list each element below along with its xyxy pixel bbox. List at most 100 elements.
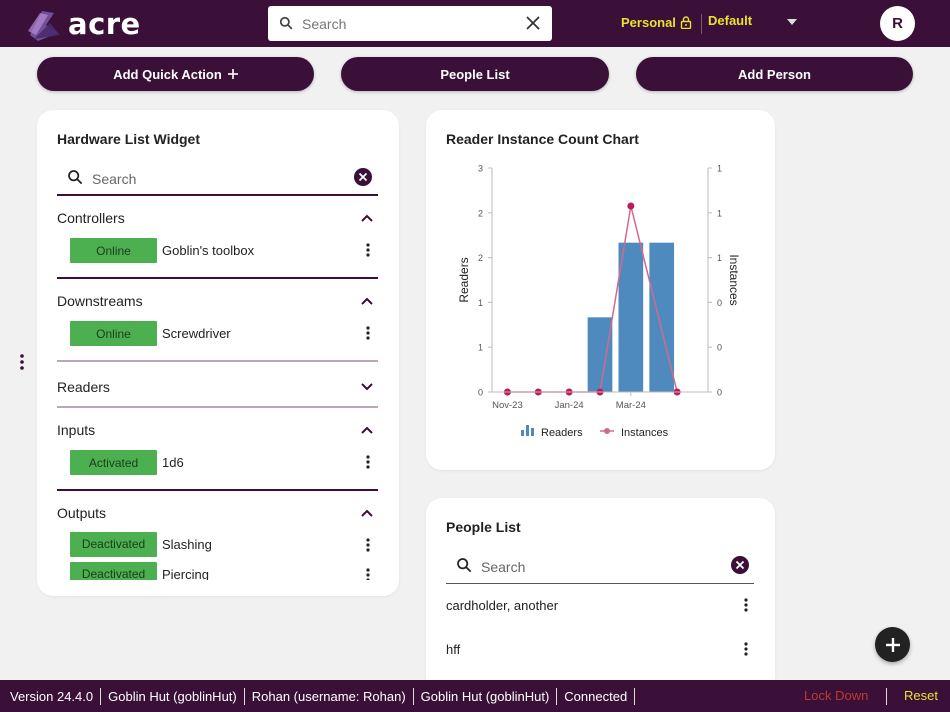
person-name: cardholder, another — [446, 598, 559, 613]
user-text: Rohan (username: Rohan) — [251, 688, 406, 704]
clear-search-icon[interactable] — [354, 168, 372, 186]
item-name: Piercing — [162, 566, 209, 581]
reader-instance-chart-card: Reader Instance Count Chart 0 1 1 2 2 3 0 0 0 1 1… — [426, 110, 775, 470]
bar-series — [587, 242, 675, 392]
app-logo[interactable]: acre — [24, 5, 140, 43]
site-selector[interactable]: Default — [708, 13, 753, 28]
add-quick-action-label: Add Quick Action — [113, 66, 222, 82]
bar — [587, 317, 613, 392]
more-options-icon[interactable] — [366, 568, 370, 580]
y-tick-label: 1 — [478, 298, 483, 308]
section-title: Downstreams — [57, 293, 143, 309]
close-icon[interactable] — [525, 15, 541, 31]
y-tick-label: 1 — [478, 343, 483, 353]
chevron-up-icon[interactable] — [361, 214, 373, 222]
more-options-icon[interactable] — [744, 598, 748, 612]
connection-status: Connected — [564, 688, 628, 704]
list-item[interactable]: Activated 1d6 — [57, 446, 378, 479]
list-item[interactable]: hff — [446, 634, 756, 664]
people-list-button[interactable]: People List — [341, 57, 609, 91]
more-options-icon[interactable] — [366, 326, 370, 340]
section-header-controllers[interactable]: Controllers — [57, 202, 378, 234]
chart-title: Reader Instance Count Chart — [446, 131, 639, 147]
status-bar: Version 24.4.0 Goblin Hut (goblinHut) Ro… — [0, 680, 950, 712]
footer-divider — [634, 687, 636, 705]
reader-instance-chart: 0 1 1 2 2 3 0 0 0 1 1 1 Nov-23 Jan-24 Mar-24 Readers… — [457, 164, 741, 440]
section-title: Controllers — [57, 210, 125, 226]
item-name: Slashing — [162, 536, 212, 552]
x-tick-label: Mar-24 — [616, 400, 646, 411]
section-outputs: Outputs Deactivated Slashing Deactivated… — [57, 497, 378, 580]
list-item[interactable]: cardholder, another — [446, 590, 756, 620]
more-options-icon[interactable] — [744, 642, 748, 656]
legend-readers: Readers — [521, 425, 583, 439]
clear-search-icon[interactable] — [731, 556, 749, 574]
section-header-readers[interactable]: Readers — [57, 368, 378, 406]
add-widget-button[interactable] — [875, 627, 910, 662]
global-search-input[interactable] — [302, 14, 512, 34]
footer-divider — [100, 687, 102, 705]
bar — [618, 242, 644, 392]
add-person-button[interactable]: Add Person — [636, 57, 913, 91]
item-name: 1d6 — [162, 455, 184, 470]
line-point — [627, 202, 635, 210]
section-downstreams: Downstreams Online Screwdriver — [57, 285, 378, 362]
chevron-down-icon[interactable] — [361, 383, 373, 391]
status-badge: Online — [70, 238, 157, 263]
people-search-input[interactable] — [481, 557, 711, 577]
y2-tick-label: 1 — [717, 208, 722, 218]
y2-tick-label: 0 — [717, 343, 722, 353]
more-options-icon[interactable] — [366, 538, 370, 552]
x-tick-label: Jan-24 — [555, 400, 584, 411]
people-list-title: People List — [446, 519, 521, 535]
status-badge: Online — [70, 321, 157, 346]
x-tick-label: Nov-23 — [492, 400, 523, 411]
section-header-downstreams[interactable]: Downstreams — [57, 285, 378, 317]
item-name: Goblin's toolbox — [162, 243, 255, 258]
y-axis-label: Readers — [457, 257, 471, 302]
personal-workspace-toggle[interactable]: Personal — [621, 15, 692, 30]
y-axis-ticks: 0 1 1 2 2 3 — [478, 164, 492, 398]
chevron-down-icon[interactable] — [787, 19, 797, 25]
section-header-outputs[interactable]: Outputs — [57, 497, 378, 529]
legend-instances: Instances — [600, 427, 669, 439]
y2-tick-label: 1 — [717, 164, 722, 174]
more-options-icon[interactable] — [366, 243, 370, 257]
search-icon — [68, 170, 83, 185]
footer-divider — [886, 688, 887, 705]
list-item[interactable]: Deactivated Slashing — [57, 529, 378, 559]
footer-divider — [412, 687, 414, 705]
chevron-up-icon[interactable] — [361, 509, 373, 517]
y-tick-label: 3 — [478, 164, 483, 174]
add-quick-action-button[interactable]: Add Quick Action — [37, 57, 314, 91]
hardware-search-input[interactable] — [92, 169, 332, 189]
personal-label: Personal — [621, 15, 676, 30]
people-list-button-label: People List — [440, 66, 510, 82]
lock-down-button[interactable]: Lock Down — [804, 688, 869, 703]
sidebar-more-icon[interactable] — [19, 354, 25, 370]
hardware-widget-title: Hardware List Widget — [57, 131, 201, 147]
list-item[interactable]: Online Goblin's toolbox — [57, 234, 378, 267]
search-icon — [279, 16, 293, 30]
plus-icon — [227, 69, 238, 79]
hardware-list-widget: Hardware List Widget Controllers Online … — [37, 110, 399, 596]
y2-axis-label: Instances — [727, 254, 741, 305]
more-options-icon[interactable] — [366, 455, 370, 469]
reset-button[interactable]: Reset — [904, 688, 938, 703]
list-item[interactable]: Online Screwdriver — [57, 317, 378, 350]
y2-tick-label: 1 — [717, 253, 722, 263]
section-title: Outputs — [57, 505, 107, 521]
status-badge: Deactivated — [70, 561, 157, 580]
version-text: Version 24.4.0 — [10, 688, 94, 704]
chevron-up-icon[interactable] — [361, 297, 373, 305]
section-readers: Readers — [57, 368, 378, 408]
user-avatar[interactable]: R — [880, 6, 915, 41]
y-tick-label: 0 — [478, 388, 483, 398]
section-title: Readers — [57, 379, 110, 395]
section-title: Inputs — [57, 422, 96, 438]
list-item[interactable]: Deactivated Piercing — [57, 559, 378, 580]
y-tick-label: 2 — [478, 208, 483, 218]
logo-mark-icon — [28, 11, 60, 41]
chevron-up-icon[interactable] — [361, 426, 373, 434]
section-header-inputs[interactable]: Inputs — [57, 414, 378, 446]
